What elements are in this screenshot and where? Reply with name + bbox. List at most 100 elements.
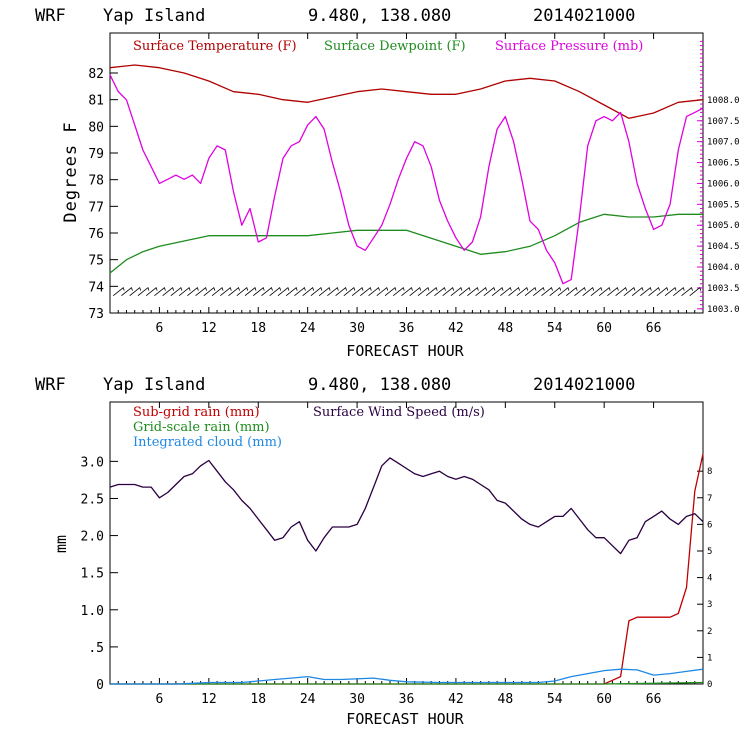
x-tick-label: 6 — [156, 692, 164, 707]
top-header-run: 2014021000 — [533, 6, 635, 26]
y2-tick-label: 0 — [707, 680, 712, 690]
wind-barb — [491, 286, 504, 296]
wind-barb — [393, 286, 405, 296]
x-tick-label: 42 — [448, 692, 464, 707]
y2-tick-label: 1008.0 — [707, 96, 740, 106]
grid-scale-rain-mm-line — [110, 681, 704, 685]
wind-barb — [450, 286, 463, 296]
integrated-cloud-mm-line — [110, 668, 704, 685]
bottom-header-run: 2014021000 — [533, 375, 635, 395]
wind-barb — [368, 286, 380, 296]
wind-barb — [244, 286, 257, 296]
x-tick-label: 36 — [399, 321, 415, 336]
top-plot-frame — [109, 32, 704, 314]
wind-barb — [516, 286, 529, 296]
bottom-y-axis-label: mm — [52, 535, 70, 553]
y2-tick-label: 1007.5 — [707, 117, 740, 127]
wind-barb — [409, 286, 422, 296]
wind-barb — [425, 286, 438, 296]
x-tick-label: 36 — [399, 692, 415, 707]
y-tick-label: 3.0 — [81, 455, 104, 470]
bottom-series-group — [109, 453, 704, 685]
legend-subgrid-rain: Sub-grid rain (mm) — [133, 405, 260, 420]
y-tick-label: 75 — [88, 254, 104, 269]
wind-barb — [220, 286, 232, 296]
x-tick-label: 54 — [547, 692, 563, 707]
y2-tick-label: 1005.0 — [707, 221, 740, 231]
y-tick-label: 79 — [88, 147, 104, 162]
wind-barb — [565, 286, 578, 296]
y2-tick-label: 6 — [707, 520, 712, 530]
wind-barb — [615, 286, 628, 296]
wind-barb — [574, 286, 586, 296]
top-y-tick-labels: 73 74 75 76 77 78 79 80 81 82 — [88, 67, 104, 322]
y-tick-label: 0 — [96, 678, 104, 693]
wind-barb — [541, 286, 553, 296]
wind-barb — [417, 286, 430, 296]
wind-barb — [508, 286, 520, 296]
wind-barb — [401, 286, 413, 296]
surface-wind-speed-m-s-line — [109, 457, 704, 555]
wind-barb — [178, 286, 191, 296]
wind-barb — [211, 286, 224, 296]
x-tick-label: 12 — [201, 692, 217, 707]
top-axis-ticks — [110, 33, 703, 314]
wind-barb — [384, 286, 397, 296]
wind-barb — [302, 286, 315, 296]
wind-barb — [187, 286, 199, 296]
wind-barb — [631, 286, 644, 296]
bottom-header: WRF Yap Island 9.480, 138.080 2014021000 — [35, 375, 635, 395]
x-tick-label: 60 — [596, 321, 612, 336]
legend-gridscale-rain: Grid-scale rain (mm) — [133, 420, 270, 435]
legend-integrated-cloud: Integrated cloud (mm) — [133, 435, 282, 450]
top-x-axis-label: FORECAST HOUR — [346, 342, 464, 360]
wind-barb — [681, 286, 693, 296]
x-tick-label: 30 — [349, 321, 365, 336]
y2-tick-label: 1007.0 — [707, 138, 740, 148]
y-tick-label: .5 — [88, 641, 104, 656]
wind-barb — [664, 286, 677, 296]
wind-barb — [343, 286, 356, 296]
x-tick-label: 54 — [547, 321, 563, 336]
wind-barb — [524, 286, 537, 296]
x-tick-label: 18 — [250, 321, 266, 336]
top-legend: Surface Temperature (F) Surface Dewpoint… — [133, 39, 643, 54]
wind-barb — [170, 286, 183, 296]
y-tick-label: 77 — [88, 200, 104, 215]
wind-barb — [640, 286, 652, 296]
bottom-header-location: Yap Island — [103, 375, 205, 395]
x-tick-label: 12 — [201, 321, 217, 336]
y-tick-label: 73 — [88, 307, 104, 322]
surface-pressure-mb-line — [109, 74, 704, 285]
y2-tick-label: 1005.5 — [707, 200, 740, 210]
y2-tick-label: 1003.5 — [707, 284, 740, 294]
wind-barb — [623, 286, 636, 296]
x-tick-label: 30 — [349, 692, 365, 707]
y2-tick-label: 1003.0 — [707, 305, 740, 315]
top-header-model: WRF — [35, 6, 66, 26]
wind-barb — [195, 286, 207, 296]
wind-barb — [294, 286, 306, 296]
wind-barb — [236, 286, 249, 296]
wind-barb — [137, 286, 150, 296]
y-tick-label: 81 — [88, 94, 104, 109]
top-series-group — [109, 64, 704, 296]
top-header-location: Yap Island — [103, 6, 205, 26]
wind-barb — [318, 286, 331, 296]
wind-barb — [351, 286, 364, 296]
x-tick-label: 66 — [646, 321, 662, 336]
y-tick-label: 80 — [88, 120, 104, 135]
wind-barb — [203, 286, 216, 296]
y2-tick-label: 7 — [707, 494, 712, 504]
wind-barb — [228, 286, 240, 296]
wind-barb — [533, 286, 545, 296]
surface-temperature-f-line — [109, 64, 704, 119]
y-tick-label: 82 — [88, 67, 104, 82]
wind-barb — [673, 286, 685, 296]
wind-barb — [162, 286, 175, 296]
wind-barb — [483, 286, 496, 296]
y2-tick-label: 4 — [707, 574, 712, 584]
y-tick-label: 76 — [88, 227, 104, 242]
y2-tick-label: 1004.5 — [707, 242, 740, 252]
y2-tick-label: 2 — [707, 627, 712, 637]
